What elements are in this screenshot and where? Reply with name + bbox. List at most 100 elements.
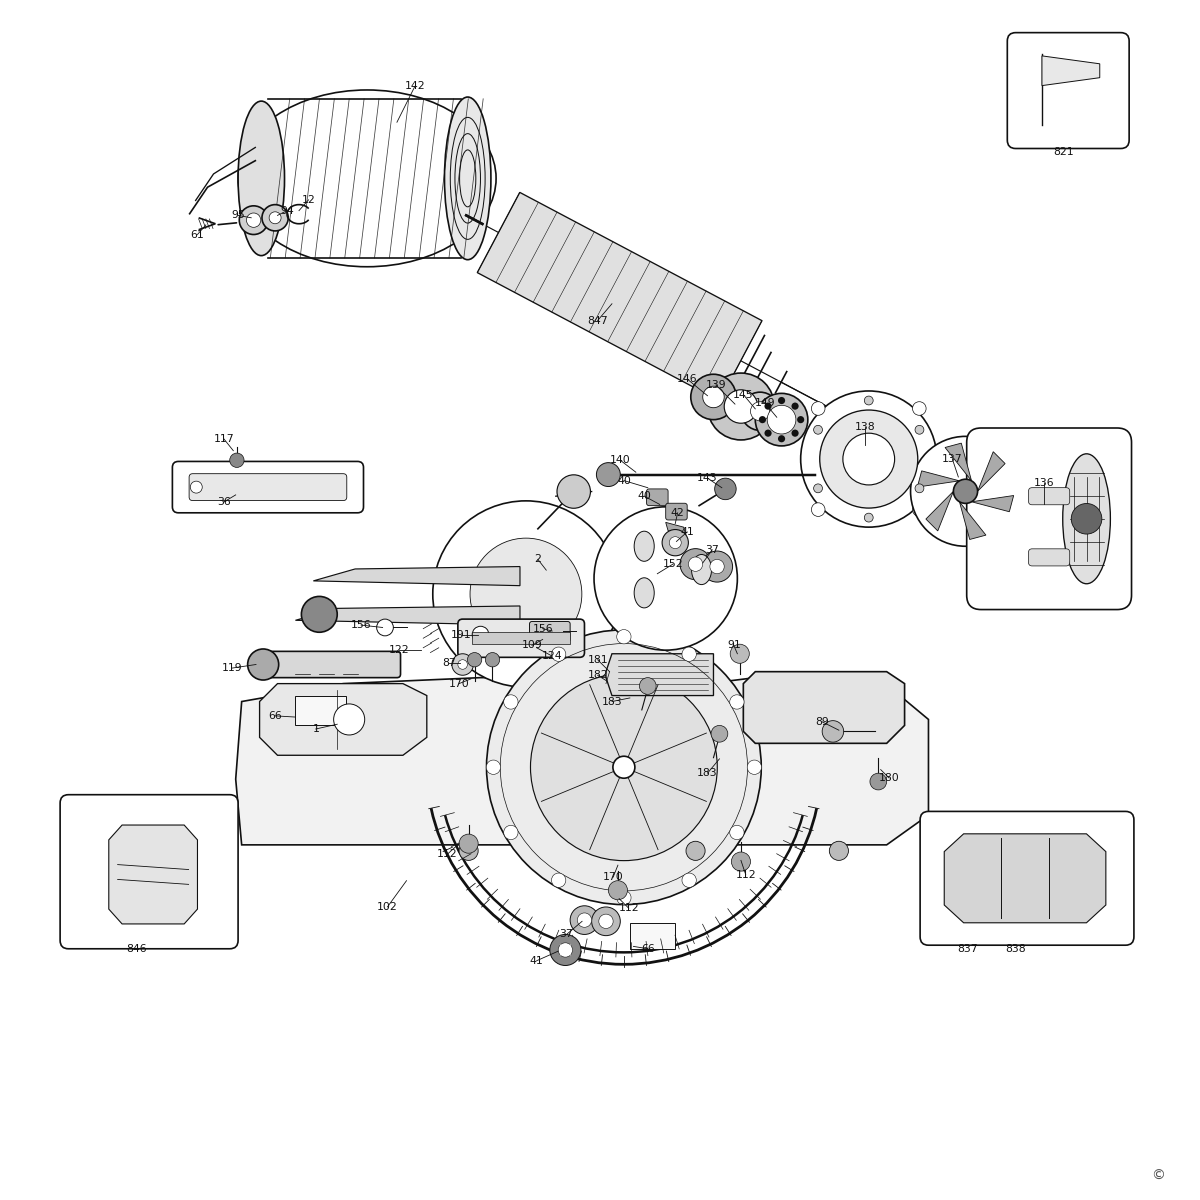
Text: 170: 170 [602, 872, 624, 882]
Text: 109: 109 [522, 641, 542, 650]
Text: 42: 42 [671, 508, 684, 518]
Circle shape [864, 396, 874, 404]
Circle shape [485, 653, 499, 667]
Text: 145: 145 [733, 390, 754, 400]
Circle shape [662, 529, 689, 556]
Ellipse shape [691, 554, 712, 584]
Circle shape [546, 623, 563, 640]
Ellipse shape [238, 90, 496, 266]
Circle shape [592, 907, 620, 936]
Circle shape [552, 874, 566, 887]
FancyBboxPatch shape [458, 619, 584, 658]
Circle shape [557, 475, 590, 509]
Text: 117: 117 [214, 433, 234, 444]
Ellipse shape [634, 577, 654, 608]
Circle shape [712, 726, 728, 742]
Text: 122: 122 [389, 646, 409, 655]
Text: 2: 2 [534, 554, 541, 564]
Polygon shape [946, 443, 972, 481]
Text: 156: 156 [350, 620, 372, 630]
Circle shape [864, 514, 874, 522]
Circle shape [731, 852, 750, 871]
Circle shape [596, 463, 620, 486]
Circle shape [814, 425, 822, 434]
Text: 183: 183 [601, 696, 623, 707]
Circle shape [748, 760, 762, 774]
Circle shape [708, 373, 774, 440]
Polygon shape [960, 502, 986, 540]
Circle shape [811, 402, 826, 415]
Text: 170: 170 [449, 679, 469, 689]
Circle shape [1072, 504, 1102, 534]
Circle shape [911, 437, 1020, 546]
FancyBboxPatch shape [666, 503, 688, 520]
Circle shape [617, 630, 631, 644]
Text: 146: 146 [677, 374, 697, 384]
Text: 12: 12 [301, 194, 316, 205]
Circle shape [246, 214, 260, 227]
Text: 183: 183 [697, 768, 718, 778]
Circle shape [670, 536, 682, 548]
Text: 821: 821 [1054, 148, 1074, 157]
Circle shape [504, 826, 518, 840]
Polygon shape [295, 606, 520, 625]
Circle shape [530, 674, 718, 860]
Text: 140: 140 [610, 455, 631, 466]
Text: 37: 37 [559, 930, 574, 940]
Text: 36: 36 [217, 497, 230, 508]
Circle shape [599, 914, 613, 929]
FancyBboxPatch shape [647, 488, 668, 505]
Circle shape [710, 559, 725, 574]
Circle shape [691, 374, 736, 420]
Text: 181: 181 [587, 655, 608, 665]
Circle shape [797, 416, 804, 424]
Text: 95: 95 [232, 210, 245, 221]
Circle shape [452, 654, 473, 676]
Text: 41: 41 [530, 955, 544, 966]
Polygon shape [666, 522, 686, 535]
FancyBboxPatch shape [967, 428, 1132, 610]
Text: 191: 191 [451, 630, 472, 640]
Circle shape [764, 430, 772, 437]
Circle shape [594, 506, 737, 650]
Polygon shape [1042, 56, 1099, 85]
Circle shape [800, 391, 937, 527]
Bar [472, 632, 570, 644]
FancyBboxPatch shape [529, 622, 570, 642]
Text: 838: 838 [1006, 943, 1026, 954]
Circle shape [703, 386, 725, 408]
Circle shape [842, 433, 895, 485]
Polygon shape [743, 672, 905, 743]
Circle shape [247, 649, 278, 680]
Polygon shape [259, 684, 427, 755]
Text: 66: 66 [269, 710, 282, 721]
Circle shape [458, 660, 468, 670]
Circle shape [814, 484, 822, 493]
Text: 102: 102 [377, 902, 397, 912]
Circle shape [486, 630, 761, 905]
Text: 61: 61 [191, 229, 204, 240]
Circle shape [912, 503, 926, 516]
Circle shape [730, 695, 744, 709]
Circle shape [550, 935, 581, 966]
FancyBboxPatch shape [1028, 548, 1069, 566]
Circle shape [764, 402, 772, 409]
Circle shape [954, 479, 978, 503]
Text: 846: 846 [126, 943, 146, 954]
Polygon shape [313, 566, 520, 586]
Circle shape [577, 913, 592, 928]
Text: 40: 40 [637, 491, 652, 502]
Circle shape [792, 402, 799, 409]
Text: 37: 37 [706, 545, 719, 554]
Polygon shape [972, 496, 1014, 511]
Circle shape [820, 410, 918, 508]
Text: 138: 138 [854, 422, 876, 432]
Circle shape [829, 841, 848, 860]
Text: 112: 112 [618, 904, 638, 913]
Circle shape [301, 596, 337, 632]
Circle shape [433, 500, 619, 688]
Polygon shape [478, 192, 762, 401]
Circle shape [730, 826, 744, 840]
Circle shape [486, 760, 500, 774]
Text: 66: 66 [641, 943, 655, 954]
